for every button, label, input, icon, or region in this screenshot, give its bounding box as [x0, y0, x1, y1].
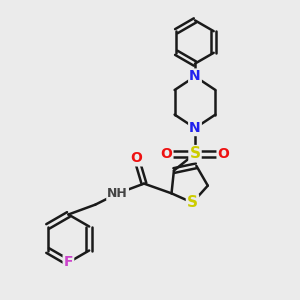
Text: N: N [189, 121, 201, 135]
Text: N: N [189, 70, 201, 83]
Text: S: S [187, 195, 198, 210]
Text: O: O [218, 147, 230, 160]
Text: F: F [64, 256, 73, 269]
Text: O: O [130, 152, 142, 165]
Text: NH: NH [107, 187, 128, 200]
Text: S: S [190, 146, 200, 161]
Text: O: O [160, 147, 172, 160]
